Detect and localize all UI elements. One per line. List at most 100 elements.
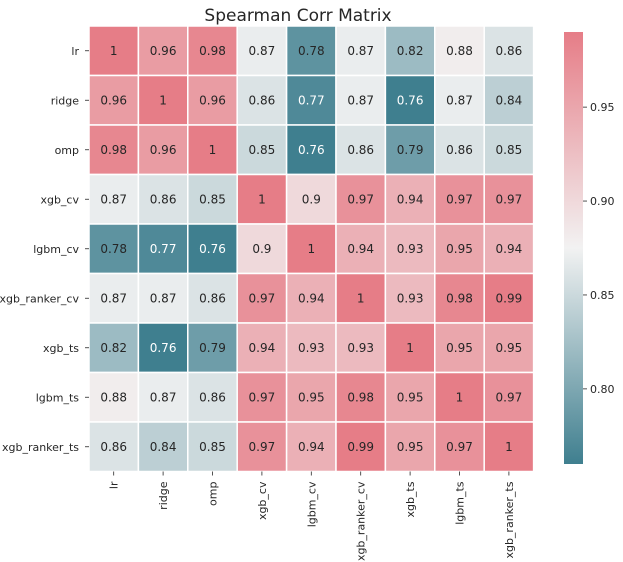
cell-value: 0.96 — [100, 93, 127, 107]
cell-value: 0.99 — [496, 291, 523, 305]
heatmap-cell — [335, 272, 387, 324]
cell-value: 0.93 — [397, 291, 424, 305]
row-label: omp — [55, 144, 79, 157]
cell-value: 0.76 — [199, 242, 226, 256]
heatmap-cell — [483, 223, 535, 275]
column-label: lgbm_cv — [305, 481, 318, 527]
heatmap-cell — [137, 272, 189, 324]
row-label: ridge — [51, 94, 80, 107]
heatmap-cell — [285, 124, 337, 176]
cell-value: 0.93 — [347, 341, 374, 355]
cell-value: 0.93 — [397, 242, 424, 256]
cell-value: 0.77 — [298, 93, 325, 107]
heatmap-cell — [137, 25, 189, 77]
cell-value: 0.98 — [100, 143, 127, 157]
heatmap-cell — [137, 124, 189, 176]
cell-value: 1 — [456, 390, 464, 404]
cell-value: 0.96 — [150, 44, 177, 58]
heatmap-cell — [434, 74, 485, 126]
cell-value: 0.76 — [397, 93, 424, 107]
heatmap-cell — [187, 371, 238, 423]
cell-value: 0.9 — [302, 192, 321, 206]
heatmap-cell — [236, 173, 288, 225]
heatmap-cell — [384, 322, 436, 374]
heatmap-cell — [384, 74, 436, 126]
cell-value: 0.87 — [446, 93, 473, 107]
heatmap-cell — [88, 272, 140, 324]
cell-value: 1 — [406, 341, 414, 355]
heatmap-cell — [434, 272, 485, 324]
cell-value: 0.94 — [249, 341, 276, 355]
cell-value: 0.85 — [199, 440, 226, 454]
cell-value: 0.86 — [199, 390, 226, 404]
cell-value: 0.78 — [298, 44, 325, 58]
cell-value: 0.95 — [397, 440, 424, 454]
heatmap-cell — [285, 322, 337, 374]
heatmap-cell — [187, 272, 238, 324]
heatmap-cell — [483, 421, 535, 473]
cell-value: 0.85 — [496, 143, 523, 157]
heatmap-cell — [285, 371, 337, 423]
heatmap-cell — [236, 272, 288, 324]
cell-value: 0.9 — [252, 242, 271, 256]
cell-value: 0.86 — [150, 192, 177, 206]
cell-value: 0.94 — [298, 440, 325, 454]
heatmap-cell — [137, 173, 189, 225]
cell-value: 0.86 — [199, 291, 226, 305]
heatmap-cell — [285, 421, 337, 473]
heatmap-cell — [88, 223, 140, 275]
cell-value: 0.86 — [249, 93, 276, 107]
cell-value: 0.98 — [446, 291, 473, 305]
colorbar-tick-label: 0.95 — [590, 101, 615, 114]
column-labels: lr ridge omp xgb_cv lgbm_cv xgb_ranker_cv xgb_… — [108, 471, 516, 561]
heatmap-cell — [88, 421, 140, 473]
cell-value: 0.79 — [199, 341, 226, 355]
heatmap-cell — [285, 74, 337, 126]
cell-value: 0.82 — [100, 341, 127, 355]
heatmap-cell — [88, 124, 140, 176]
cell-value: 0.87 — [150, 291, 177, 305]
heatmap-cell — [483, 74, 535, 126]
cell-value: 0.85 — [199, 192, 226, 206]
heatmap-cell — [88, 322, 140, 374]
heatmap-cell — [335, 421, 387, 473]
cell-value: 0.99 — [347, 440, 374, 454]
column-label: xgb_cv — [256, 481, 269, 520]
heatmap-cell — [137, 322, 189, 374]
row-label: lr — [71, 45, 79, 58]
colorbar-tick-label: 0.85 — [590, 289, 615, 302]
heatmap-cell — [335, 223, 387, 275]
heatmap-cell — [483, 272, 535, 324]
cell-value: 0.93 — [298, 341, 325, 355]
cell-value: 0.95 — [446, 242, 473, 256]
cell-value: 0.76 — [298, 143, 325, 157]
cell-value: 0.97 — [347, 192, 374, 206]
cell-value: 1 — [110, 44, 118, 58]
cell-value: 1 — [258, 192, 266, 206]
cell-value: 0.97 — [496, 192, 523, 206]
row-label: lgbm_ts — [36, 391, 80, 404]
cell-value: 1 — [307, 242, 315, 256]
heatmap-cell — [187, 124, 238, 176]
cell-value: 0.87 — [100, 291, 127, 305]
heatmap-cell — [236, 124, 288, 176]
heatmap-cell — [88, 371, 140, 423]
heatmap-cell — [236, 421, 288, 473]
cell-value: 0.86 — [100, 440, 127, 454]
cell-value: 0.86 — [496, 44, 523, 58]
cell-value: 0.94 — [397, 192, 424, 206]
row-label: xgb_ranker_cv — [0, 292, 79, 305]
heatmap-cell — [335, 371, 387, 423]
cell-value: 0.85 — [249, 143, 276, 157]
cell-value: 1 — [505, 440, 513, 454]
cell-value: 0.84 — [150, 440, 177, 454]
cell-value: 0.94 — [298, 291, 325, 305]
cell-value: 0.76 — [150, 341, 177, 355]
cell-value: 0.96 — [150, 143, 177, 157]
cell-value: 0.94 — [496, 242, 523, 256]
cell-value: 0.95 — [298, 390, 325, 404]
heatmap-cells: 1 0.96 0.98 0.87 0.78 0.87 0.82 0.88 0.86 0.96 1 0.… — [88, 25, 535, 473]
heatmap-cell — [335, 25, 387, 77]
cell-value: 0.87 — [150, 390, 177, 404]
cell-value: 0.87 — [249, 44, 276, 58]
